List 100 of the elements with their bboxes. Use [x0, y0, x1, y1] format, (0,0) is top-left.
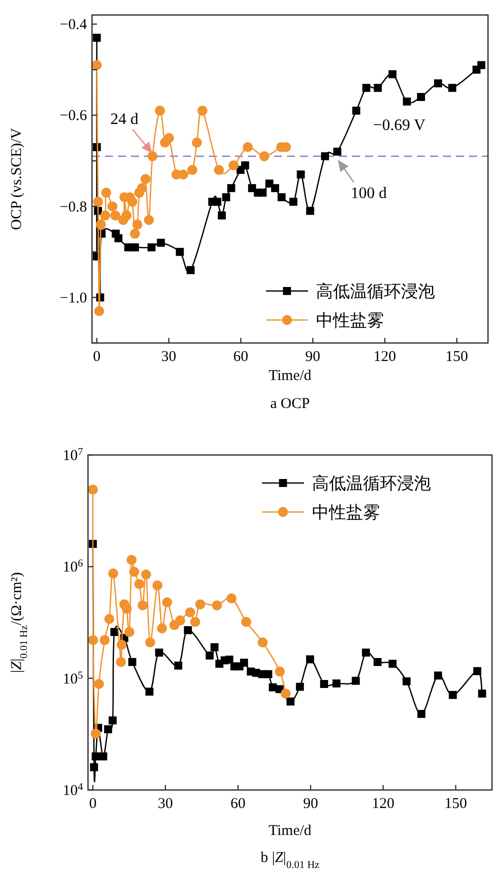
point [178, 169, 188, 180]
point [184, 626, 192, 634]
point [218, 211, 226, 220]
point [362, 84, 370, 92]
point [174, 662, 182, 670]
point [225, 656, 234, 664]
y-tick-label: 10$^{4}$ [62, 782, 84, 799]
point [147, 151, 158, 162]
point [96, 220, 106, 230]
y-tick-label: 10$^{6}$ [62, 558, 83, 576]
point [212, 600, 222, 610]
point [477, 61, 486, 70]
point [126, 554, 137, 565]
point [332, 679, 340, 688]
point [296, 170, 305, 178]
x-tick-label: 60 [230, 796, 246, 812]
point [164, 133, 174, 143]
point [128, 658, 136, 666]
point [176, 248, 184, 256]
point [100, 210, 110, 220]
y-tick-label: −1.0 [60, 290, 87, 306]
point [213, 198, 222, 206]
point [417, 710, 426, 718]
point [434, 672, 442, 680]
point [434, 79, 442, 88]
point [259, 151, 270, 162]
point [320, 680, 328, 688]
point [388, 70, 396, 78]
point [114, 234, 122, 242]
point [122, 604, 132, 614]
point [214, 164, 224, 175]
point [264, 670, 272, 678]
x-tick-label: 120 [372, 796, 394, 812]
x-tick-label: 60 [233, 349, 248, 365]
point [141, 570, 152, 580]
point [190, 616, 200, 627]
annotation: 100 d [350, 185, 387, 202]
point [116, 657, 126, 668]
x-axis-title: Time/d [268, 368, 312, 384]
point [258, 188, 267, 197]
point [352, 106, 360, 115]
point [94, 678, 104, 689]
x-tick-label: 150 [444, 796, 467, 812]
point [306, 206, 314, 215]
point [152, 580, 162, 590]
x-tick-label: 0 [89, 796, 97, 812]
point [127, 196, 138, 207]
x-tick-label: 150 [446, 349, 468, 365]
point [374, 84, 382, 92]
point [280, 688, 291, 699]
point [100, 635, 110, 646]
x-tick-label: 0 [93, 349, 101, 365]
point [296, 682, 304, 691]
point [289, 198, 298, 206]
point [197, 106, 208, 116]
point [241, 161, 250, 170]
point [145, 688, 154, 696]
point [185, 607, 196, 618]
y-axis-title: OCP (vs.SCE)/V [9, 128, 25, 230]
point [90, 763, 98, 772]
x-tick-label: 120 [374, 349, 396, 365]
point [206, 652, 214, 660]
point [148, 243, 156, 252]
x-tick-label: 30 [158, 796, 173, 812]
point [129, 566, 140, 577]
point [132, 220, 142, 230]
point [402, 677, 411, 686]
point [241, 616, 252, 627]
point [286, 698, 294, 706]
point [222, 193, 230, 202]
point [306, 655, 314, 664]
point [402, 98, 411, 106]
point [108, 716, 117, 724]
point [242, 142, 253, 152]
y-tick-label: −0.4 [60, 17, 88, 34]
point [448, 84, 456, 92]
point [388, 660, 397, 668]
x-tick-label: 30 [161, 349, 176, 365]
point [417, 93, 426, 101]
point [104, 725, 112, 734]
legend-label: 中性盐雾 [312, 503, 380, 522]
point [226, 593, 236, 604]
point [240, 658, 248, 667]
point [228, 160, 239, 170]
point [321, 152, 330, 160]
point [192, 138, 202, 148]
text: b |Z|$_{0.01 Hz}$ [260, 850, 320, 870]
point [107, 201, 118, 212]
point [448, 690, 457, 699]
point [144, 215, 154, 225]
point [210, 643, 219, 652]
legend-label: 高低温循环浸泡 [316, 282, 435, 301]
point [116, 640, 127, 650]
point [186, 266, 195, 274]
point [136, 183, 147, 194]
legend-label: 中性盐雾 [316, 311, 384, 330]
point [175, 615, 186, 626]
point [155, 648, 164, 657]
point [138, 600, 148, 610]
point [140, 174, 151, 184]
